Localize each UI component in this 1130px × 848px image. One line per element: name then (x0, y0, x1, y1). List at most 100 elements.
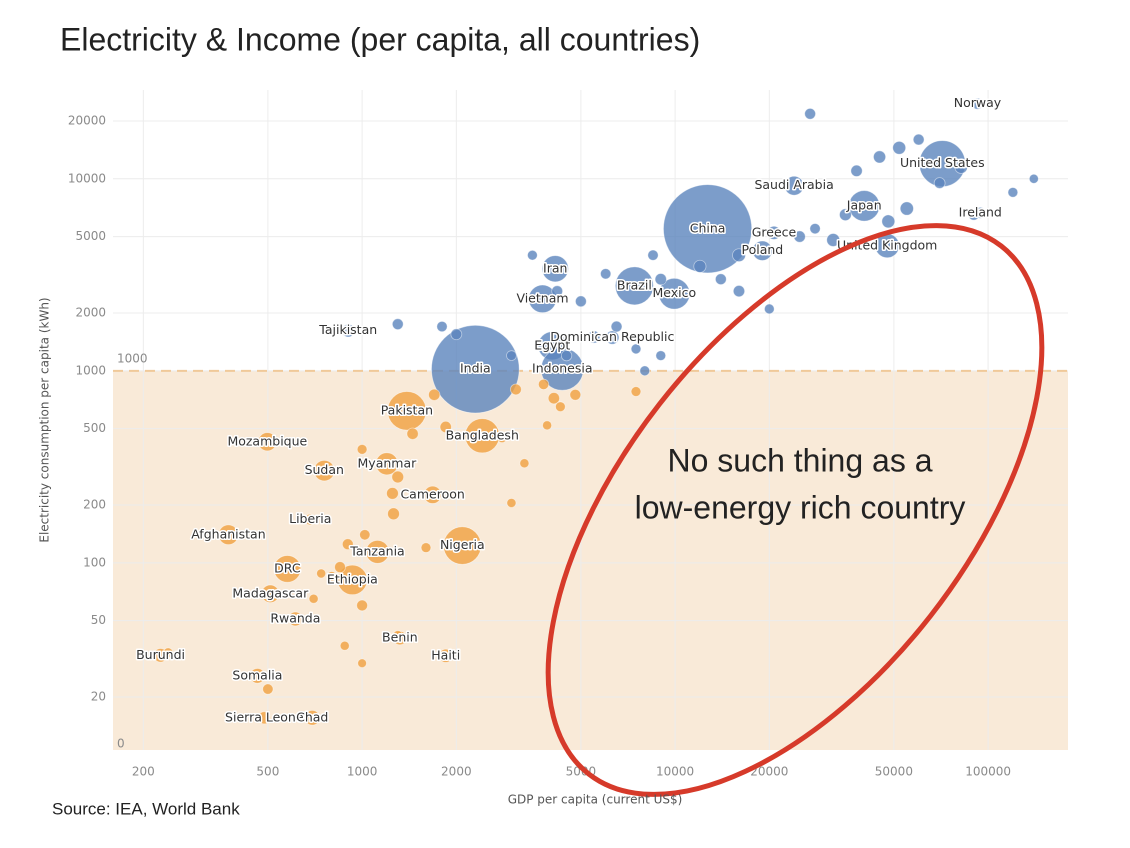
bubble (218, 524, 239, 546)
bubble (391, 318, 404, 331)
bubble (764, 303, 775, 315)
x-tick-label: 20000 (750, 765, 788, 779)
country-label: Rwanda (270, 610, 320, 625)
x-tick-label: 10000 (656, 765, 694, 779)
bubble (443, 526, 482, 565)
bubble (356, 599, 368, 612)
bubble (496, 431, 508, 444)
country-label: Afghanistan (191, 526, 265, 541)
country-label: Mozambique (227, 433, 307, 448)
country-label: Dominican Republic (550, 329, 674, 344)
bubble (752, 240, 773, 261)
bubble (527, 249, 538, 261)
y-tick-label: 2000 (75, 306, 106, 320)
bubble (892, 140, 907, 155)
bubble (647, 249, 659, 261)
country-label: Myanmar (358, 455, 418, 470)
country-label: Japan (846, 197, 882, 212)
y-tick-label: 20000 (68, 113, 106, 127)
chart-title: Electricity & Income (per capita, all co… (60, 21, 700, 57)
bubble (273, 555, 302, 583)
country-label: Haiti (431, 647, 460, 662)
x-tick-label: 50000 (875, 765, 913, 779)
x-tick-label: 200 (132, 765, 155, 779)
bubble (610, 320, 623, 333)
country-label: Vietnam (516, 290, 568, 305)
country-label: Ireland (959, 204, 1002, 219)
bubble (257, 432, 277, 452)
country-label: Pakistan (381, 402, 433, 417)
bubble (313, 459, 335, 482)
x-tick-label: 100000 (965, 765, 1011, 779)
bubble (341, 323, 356, 338)
country-label: DRC (274, 560, 301, 575)
bubble (308, 593, 319, 604)
country-label: India (460, 361, 491, 376)
bubble (655, 350, 667, 361)
bubble (334, 561, 346, 573)
y-tick-label: 10000 (68, 171, 106, 185)
bubble (1028, 173, 1039, 184)
bubble (555, 401, 566, 413)
country-label: Chad (296, 709, 328, 724)
bubble (732, 285, 746, 298)
x-tick-label: 1000 (347, 765, 378, 779)
bubble (339, 640, 350, 651)
country-label: Norway (954, 95, 1002, 110)
bubble (848, 190, 880, 222)
bubble (257, 711, 271, 725)
x-tick-label: 2000 (441, 765, 472, 779)
bubble (391, 470, 405, 484)
bubble (560, 350, 573, 362)
bubble (784, 175, 805, 196)
bubble (971, 97, 984, 110)
bubble (438, 648, 453, 663)
country-label: Sierra Leone (225, 709, 304, 724)
country-label: Egypt (534, 337, 570, 352)
bubble (537, 378, 550, 390)
country-label: Iran (543, 260, 567, 275)
annotation-line: No such thing as a (667, 442, 932, 478)
bubble (387, 507, 400, 521)
x-axis-label: GDP per capita (current US$) (508, 793, 683, 807)
bubble (899, 201, 914, 216)
y-tick-label: 1000 (75, 363, 106, 377)
bubble (809, 223, 821, 235)
country-label: Burundi (136, 647, 185, 662)
bubble (600, 268, 612, 280)
bubble (249, 668, 266, 684)
y-tick-label: 20 (91, 690, 106, 704)
bubble (541, 255, 569, 283)
bubble (547, 392, 561, 405)
y-tick-label: 100 (83, 555, 106, 569)
country-label: Liberia (289, 511, 331, 526)
country-label: China (690, 220, 726, 235)
bubble (519, 458, 530, 469)
bubble (304, 709, 321, 726)
bubble (639, 365, 651, 377)
threshold-label: 1000 (117, 351, 148, 365)
x-tick-label: 500 (256, 765, 279, 779)
country-label: Brazil (617, 277, 652, 292)
bubble (359, 529, 371, 541)
bubble (873, 150, 887, 164)
bubble (575, 295, 587, 308)
country-label: Poland (741, 242, 783, 257)
bubble (387, 391, 427, 431)
bubble (365, 539, 390, 564)
bubble (933, 177, 946, 189)
bubble (540, 347, 584, 391)
country-label: Madagascar (232, 585, 309, 600)
y-tick-label: 5000 (75, 229, 106, 243)
bubble (658, 277, 691, 310)
bubble (839, 208, 852, 222)
annotation-line: low-energy rich country (635, 489, 966, 525)
bubble (614, 266, 654, 306)
bubble (287, 611, 303, 627)
bubble (423, 485, 442, 504)
bubble (392, 630, 403, 641)
shade-floor-label: 0 (117, 737, 125, 751)
